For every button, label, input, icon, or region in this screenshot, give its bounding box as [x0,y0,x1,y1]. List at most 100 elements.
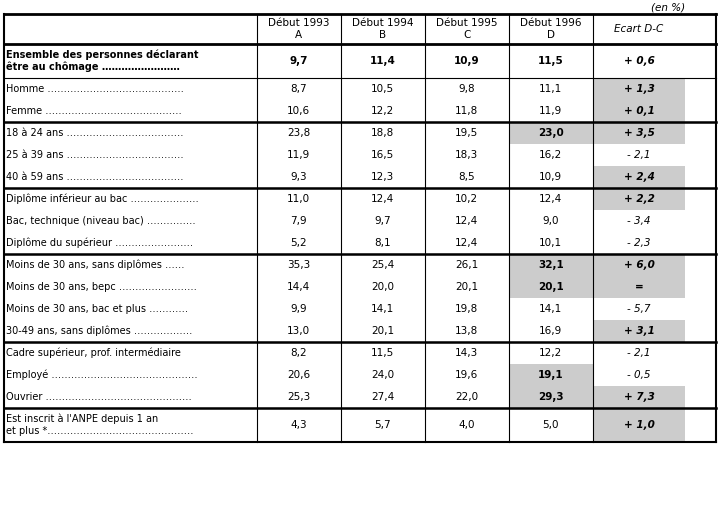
Text: Début 1993
A: Début 1993 A [268,18,330,40]
Text: 12,4: 12,4 [455,238,478,248]
Text: 12,4: 12,4 [539,194,562,204]
Text: 24,0: 24,0 [372,370,395,380]
Text: 16,2: 16,2 [539,150,562,160]
Text: 9,7: 9,7 [289,56,308,66]
Text: 11,9: 11,9 [539,106,562,116]
Text: 22,0: 22,0 [455,392,478,402]
Text: + 2,4: + 2,4 [624,172,654,182]
Text: Ouvrier ………………………………………: Ouvrier ……………………………………… [6,392,192,402]
Text: - 2,1: - 2,1 [627,150,651,160]
Text: 11,1: 11,1 [539,84,562,94]
Text: + 1,3: + 1,3 [624,84,654,94]
Text: =: = [635,282,644,292]
Bar [593,254,685,276]
Text: 10,6: 10,6 [287,106,310,116]
Text: 10,1: 10,1 [539,238,562,248]
Text: 23,0: 23,0 [538,128,564,138]
Text: 11,5: 11,5 [371,348,395,358]
Text: 8,7: 8,7 [290,84,307,94]
Text: 14,1: 14,1 [539,304,562,314]
Text: 11,8: 11,8 [455,106,478,116]
Text: 20,1: 20,1 [372,326,395,336]
Text: + 0,6: + 0,6 [624,56,654,66]
Text: + 7,3: + 7,3 [624,392,654,402]
Text: Diplôme inférieur au bac …………………: Diplôme inférieur au bac ………………… [6,194,199,204]
Bar [593,276,685,298]
Text: 12,3: 12,3 [371,172,395,182]
Text: + 2,2: + 2,2 [624,194,654,204]
Text: 10,5: 10,5 [372,84,395,94]
Text: 13,0: 13,0 [287,326,310,336]
Text: 26,1: 26,1 [455,260,478,270]
Text: 13,8: 13,8 [455,326,478,336]
Text: 5,2: 5,2 [290,238,307,248]
Text: 18 à 24 ans ………………………………: 18 à 24 ans ……………………………… [6,128,184,138]
Text: Est inscrit à l'ANPE depuis 1 an
et plus *………………………………………: Est inscrit à l'ANPE depuis 1 an et plus… [6,414,194,436]
Text: 29,3: 29,3 [538,392,564,402]
Text: - 0,5: - 0,5 [627,370,651,380]
Text: 32,1: 32,1 [538,260,564,270]
Text: 9,0: 9,0 [543,216,559,226]
Bar [509,386,593,408]
Text: Début 1995
C: Début 1995 C [436,18,498,40]
Text: 20,1: 20,1 [455,282,478,292]
Text: Bac, technique (niveau bac) ……………: Bac, technique (niveau bac) …………… [6,216,196,226]
Text: 25,3: 25,3 [287,392,310,402]
Text: 35,3: 35,3 [287,260,310,270]
Text: 25 à 39 ans ………………………………: 25 à 39 ans ……………………………… [6,150,184,160]
Text: 9,3: 9,3 [290,172,307,182]
Text: Moins de 30 ans, bac et plus …………: Moins de 30 ans, bac et plus ………… [6,304,188,314]
Bar [593,122,685,144]
Bar [593,166,685,188]
Text: 12,4: 12,4 [455,216,478,226]
Text: 5,0: 5,0 [543,420,559,430]
Text: - 3,4: - 3,4 [627,216,651,226]
Text: 18,8: 18,8 [371,128,395,138]
Text: Cadre supérieur, prof. intermédiaire: Cadre supérieur, prof. intermédiaire [6,348,181,358]
Text: 11,5: 11,5 [538,56,564,66]
Text: Femme ……………………………………: Femme …………………………………… [6,106,181,116]
Bar [593,320,685,342]
Text: Début 1994
B: Début 1994 B [352,18,413,40]
Text: 18,3: 18,3 [455,150,478,160]
Text: Début 1996
D: Début 1996 D [520,18,582,40]
Text: Moins de 30 ans, sans diplômes ……: Moins de 30 ans, sans diplômes …… [6,260,184,270]
Text: 20,6: 20,6 [287,370,310,380]
Text: 8,5: 8,5 [459,172,475,182]
Text: + 3,1: + 3,1 [624,326,654,336]
Text: 19,5: 19,5 [455,128,478,138]
Text: + 0,1: + 0,1 [624,106,654,116]
Bar [509,364,593,386]
Text: Ensemble des personnes déclarant
être au chômage ……………………: Ensemble des personnes déclarant être au… [6,50,199,73]
Text: 19,8: 19,8 [455,304,478,314]
Text: 14,1: 14,1 [371,304,395,314]
Bar [509,122,593,144]
Text: 19,6: 19,6 [455,370,478,380]
Text: Moins de 30 ans, bepc ……………………: Moins de 30 ans, bepc …………………… [6,282,197,292]
Text: Homme ……………………………………: Homme …………………………………… [6,84,184,94]
Text: + 1,0: + 1,0 [624,420,654,430]
Text: Ecart D-C: Ecart D-C [614,24,664,34]
Text: + 3,5: + 3,5 [624,128,654,138]
Text: 4,3: 4,3 [290,420,307,430]
Text: 19,1: 19,1 [538,370,564,380]
Text: 16,5: 16,5 [371,150,395,160]
Text: 20,1: 20,1 [538,282,564,292]
Text: 40 à 59 ans ………………………………: 40 à 59 ans ……………………………… [6,172,184,182]
Text: - 2,1: - 2,1 [627,348,651,358]
Text: 8,2: 8,2 [290,348,307,358]
Text: 30-49 ans, sans diplômes ………………: 30-49 ans, sans diplômes ……………… [6,326,192,336]
Text: 25,4: 25,4 [371,260,395,270]
Text: 9,8: 9,8 [459,84,475,94]
Text: + 6,0: + 6,0 [624,260,654,270]
Text: 10,9: 10,9 [539,172,562,182]
Text: 20,0: 20,0 [372,282,395,292]
Text: 4,0: 4,0 [459,420,475,430]
Bar [593,188,685,210]
Bar [509,276,593,298]
Text: 7,9: 7,9 [290,216,307,226]
Text: 10,9: 10,9 [454,56,480,66]
Text: 12,2: 12,2 [371,106,395,116]
Text: 11,0: 11,0 [287,194,310,204]
Text: 14,4: 14,4 [287,282,310,292]
